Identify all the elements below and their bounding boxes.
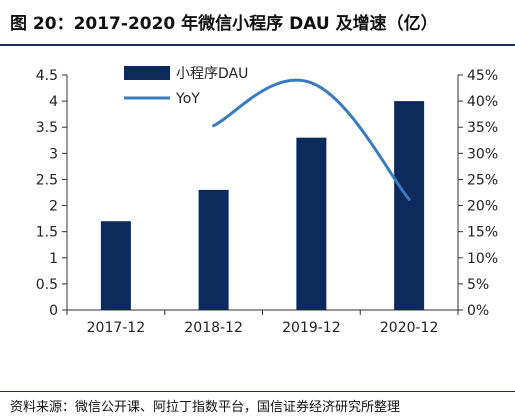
yoy-line bbox=[212, 78, 411, 201]
y-left-tick-label: 3.5 bbox=[36, 120, 58, 136]
title-bar: 图 20：2017-2020 年微信小程序 DAU 及增速（亿） bbox=[0, 0, 515, 44]
y-right-tick-label: 35% bbox=[467, 120, 498, 136]
y-left-tick-label: 0 bbox=[49, 303, 58, 319]
source-divider bbox=[0, 391, 515, 392]
chart-axes: 0 0.5 1 1.5 2 2.5 3 3.5 4 4.5 0% 5% 10% 15% 20% 25% 30% 3… bbox=[36, 68, 498, 336]
x-tick-label: 2018-12 bbox=[184, 320, 243, 336]
y-left-tick-label: 3 bbox=[49, 146, 58, 162]
y-right-tick-label: 25% bbox=[467, 172, 498, 188]
dau-bar bbox=[296, 137, 327, 310]
y-right-tick-label: 30% bbox=[467, 146, 498, 162]
dau-bar bbox=[100, 221, 131, 310]
y-left-tick-label: 0.5 bbox=[36, 277, 58, 293]
source-note: 资料来源：微信公开课、阿拉丁指数平台，国信证券经济研究所整理 bbox=[10, 400, 401, 415]
dau-bar bbox=[198, 189, 229, 310]
title-divider bbox=[0, 44, 515, 46]
y-left-tick-label: 2.5 bbox=[36, 172, 58, 188]
y-right-tick-label: 5% bbox=[467, 277, 489, 293]
x-tick-label: 2019-12 bbox=[282, 320, 341, 336]
chart-area: 0 0.5 1 1.5 2 2.5 3 3.5 4 4.5 0% 5% 10% 15% 20% 25% 30% 3… bbox=[0, 46, 515, 386]
y-right-tick-label: 45% bbox=[467, 68, 498, 84]
chart-title: 图 20：2017-2020 年微信小程序 DAU 及增速（亿） bbox=[10, 14, 438, 34]
y-right-tick-label: 15% bbox=[467, 225, 498, 241]
y-right-tick-label: 40% bbox=[467, 94, 498, 110]
y-left-tick-label: 4 bbox=[49, 94, 58, 110]
x-tick-label: 2020-12 bbox=[380, 320, 439, 336]
y-left-tick-label: 4.5 bbox=[36, 68, 58, 84]
y-left-tick-label: 1.5 bbox=[36, 225, 58, 241]
legend-label-bar: 小程序DAU bbox=[176, 66, 248, 82]
y-left-tick-label: 2 bbox=[49, 199, 58, 215]
y-right-tick-label: 20% bbox=[467, 199, 498, 215]
y-right-tick-label: 0% bbox=[467, 303, 489, 319]
y-left-tick-label: 1 bbox=[49, 251, 58, 267]
legend-swatch-bar bbox=[124, 66, 170, 80]
line-series bbox=[212, 78, 411, 201]
chart-legend: 小程序DAU YoY bbox=[124, 66, 248, 107]
dau-bar bbox=[394, 101, 425, 310]
bar-series bbox=[100, 101, 425, 310]
y-right-tick-label: 10% bbox=[467, 251, 498, 267]
dau-chart: 0 0.5 1 1.5 2 2.5 3 3.5 4 4.5 0% 5% 10% 15% 20% 25% 30% 3… bbox=[36, 66, 498, 336]
legend-label-line: YoY bbox=[175, 91, 200, 107]
x-tick-label: 2017-12 bbox=[87, 320, 146, 336]
